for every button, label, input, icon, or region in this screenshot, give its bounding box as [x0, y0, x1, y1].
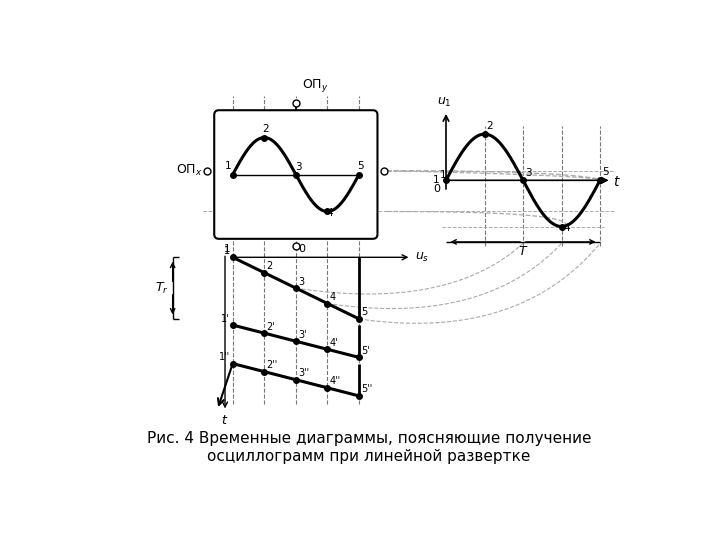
Text: 1: 1: [433, 176, 440, 185]
Text: $t$: $t$: [221, 414, 229, 427]
Text: 2'': 2'': [266, 360, 278, 370]
Text: Рис. 4 Временные диаграммы, поясняющие получение
осциллограмм при линейной разве: Рис. 4 Временные диаграммы, поясняющие п…: [147, 431, 591, 464]
Text: 2: 2: [486, 121, 492, 131]
Text: 3': 3': [298, 330, 307, 340]
Text: 5: 5: [603, 167, 609, 177]
Text: 1'': 1'': [218, 352, 230, 362]
Text: 1: 1: [225, 161, 231, 171]
Text: $T$: $T$: [518, 245, 528, 258]
Text: 3: 3: [298, 276, 305, 287]
Text: 1: 1: [440, 170, 446, 180]
Text: 0: 0: [298, 244, 305, 254]
Text: 1: 1: [224, 244, 230, 254]
Text: 1: 1: [223, 246, 230, 256]
Text: 3: 3: [526, 168, 532, 178]
Text: 3'': 3'': [298, 368, 310, 378]
Text: 5': 5': [361, 346, 370, 356]
Text: $u_1$: $u_1$: [437, 96, 451, 109]
Text: 5: 5: [357, 161, 364, 171]
Text: 4: 4: [326, 208, 333, 218]
Text: 1': 1': [221, 314, 230, 323]
Text: 5: 5: [361, 307, 367, 318]
Text: 4': 4': [330, 338, 338, 348]
Text: 2: 2: [263, 125, 269, 134]
Text: $T_r$: $T_r$: [155, 281, 168, 296]
Text: 3: 3: [295, 162, 302, 172]
Text: 2: 2: [266, 261, 273, 271]
Text: 2': 2': [266, 322, 275, 332]
Text: 4'': 4'': [330, 376, 341, 386]
FancyBboxPatch shape: [215, 110, 377, 239]
Text: ОП$_x$: ОП$_x$: [176, 163, 203, 178]
Text: 4: 4: [564, 222, 570, 233]
Text: 0: 0: [433, 184, 440, 194]
Text: ОП$_y$: ОП$_y$: [302, 77, 328, 94]
Text: 5'': 5'': [361, 384, 372, 394]
Text: $u_s$: $u_s$: [415, 251, 430, 264]
Text: $t$: $t$: [613, 175, 621, 189]
Text: 4: 4: [330, 292, 336, 302]
